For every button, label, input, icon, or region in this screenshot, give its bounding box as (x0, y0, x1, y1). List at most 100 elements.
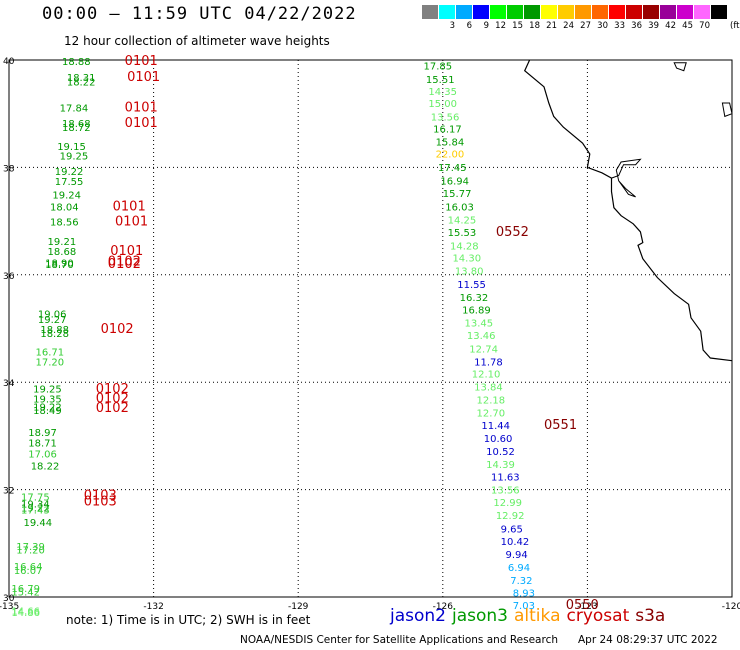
map-frame (8, 59, 733, 598)
wave-height-label: 19.25 (33, 385, 62, 396)
wave-height-label: 16.17 (433, 125, 462, 136)
pass-time-label: 0551 (544, 418, 577, 433)
wave-height-label: 7.32 (510, 576, 532, 587)
color-scale-unit: (ft) (730, 21, 740, 31)
wave-height-label: 15.77 (443, 189, 472, 200)
color-scale-label: 36 (631, 21, 642, 31)
color-scale-label: 12 (495, 21, 506, 31)
wave-height-label: 18.88 (62, 57, 91, 68)
footer-organization: NOAA/NESDIS Center for Satellite Applica… (240, 634, 558, 646)
lake-tahoe (721, 102, 733, 118)
lake-outline (673, 62, 687, 72)
color-swatch (456, 5, 473, 19)
wave-height-label: 6.94 (508, 563, 530, 574)
wave-height-label: 14.86 (11, 608, 40, 619)
wave-height-label: 12.10 (472, 370, 501, 381)
lon-tick-label: -123 (577, 602, 597, 612)
color-swatch (592, 5, 609, 19)
wave-height-label: 15.51 (426, 75, 455, 86)
wave-height-label: 13.56 (431, 112, 460, 123)
wave-height-label: 19.24 (52, 190, 81, 201)
color-scale-label: 33 (614, 21, 625, 31)
satellite-legend: jason2 jason3 altika cryosat s3a (390, 606, 671, 626)
wave-height-label: 11.44 (481, 421, 510, 432)
wave-height-label: 19.25 (60, 152, 89, 163)
wave-height-label: 16.79 (11, 584, 40, 595)
wave-height-label: 18.22 (31, 461, 60, 472)
pass-time-label: 0101 (110, 244, 143, 259)
wave-height-label: 15.53 (448, 228, 477, 239)
wave-height-label: 8.93 (513, 589, 535, 600)
wave-height-label: 18.56 (50, 218, 79, 229)
wave-height-label: 19.22 (33, 402, 62, 413)
color-scale-label: 30 (597, 21, 608, 31)
color-swatch (575, 5, 592, 19)
legend-jason2: jason2 (390, 606, 446, 626)
wave-height-label: 12.92 (496, 511, 525, 522)
wave-height-label: 13.46 (467, 331, 496, 342)
color-swatch (524, 5, 541, 19)
wave-height-label: 14.35 (428, 87, 457, 98)
wave-height-label: 22.00 (436, 149, 465, 160)
color-swatch (473, 5, 490, 19)
color-swatch (643, 5, 660, 19)
wave-height-label: 17.20 (36, 357, 65, 368)
wave-height-label: 17.06 (28, 450, 57, 461)
wave-height-label: 18.31 (67, 73, 96, 84)
pass-time-label: 0103 (84, 494, 117, 509)
legend-s3a: s3a (635, 606, 666, 626)
wave-height-label: 16.94 (440, 176, 469, 187)
color-swatch (558, 5, 575, 19)
wave-height-label: 11.63 (491, 473, 520, 484)
color-swatch (609, 5, 626, 19)
pass-time-label: 0102 (96, 401, 129, 416)
wave-height-label: 11.55 (457, 280, 486, 291)
wave-height-label: 15.84 (436, 138, 465, 149)
wave-height-label: 9.65 (501, 524, 523, 535)
pass-time-label: 0101 (125, 54, 158, 69)
wave-height-label: 12.70 (477, 408, 506, 419)
bay-outline (611, 158, 642, 198)
color-swatch (541, 5, 558, 19)
wave-height-label: 14.39 (486, 460, 515, 471)
pass-time-label: 0101 (113, 200, 146, 215)
wave-height-label: 18.68 (48, 247, 77, 258)
color-swatch (694, 5, 711, 19)
wave-height-label: 19.21 (48, 237, 77, 248)
lat-tick-label: 32 (3, 487, 14, 497)
coastline (523, 59, 733, 362)
lon-tick-label: -129 (288, 602, 309, 612)
pass-time-label: 0101 (127, 70, 160, 85)
wave-height-label: 9.94 (505, 550, 527, 561)
wave-height-label: 15.00 (428, 99, 457, 110)
legend-jason3: jason3 (452, 606, 508, 626)
wave-height-label: 15.42 (11, 588, 40, 599)
wave-height-label: 18.97 (28, 428, 57, 439)
legend-altika: altika (514, 606, 561, 626)
pass-time-label: 0102 (101, 322, 134, 337)
wave-height-label: 19.27 (38, 315, 67, 326)
wave-height-label: 18.04 (50, 203, 79, 214)
wave-height-label: 19.06 (38, 309, 67, 320)
color-swatch (422, 5, 439, 19)
pass-time-label: 0101 (115, 215, 148, 230)
wave-height-label: 17.55 (55, 177, 84, 188)
wave-height-label: 17.84 (60, 103, 89, 114)
lon-tick-label: -120 (722, 602, 740, 612)
wave-height-label: 18.90 (45, 258, 74, 269)
color-scale-label: 21 (546, 21, 557, 31)
wave-height-label: 10.60 (484, 434, 513, 445)
color-scale-bar (422, 5, 728, 19)
units-note: note: 1) Time is in UTC; 2) SWH is in fe… (66, 613, 311, 627)
lon-tick-label: -132 (143, 602, 163, 612)
pass-time-label: 0103 (84, 489, 117, 504)
color-scale-label: 39 (648, 21, 659, 31)
lat-tick-label: 30 (3, 594, 15, 604)
color-swatch (711, 5, 728, 19)
wave-height-label: 17.43 (21, 505, 50, 516)
wave-height-label: 18.22 (67, 77, 96, 88)
lon-tick-label: -135 (0, 602, 19, 612)
lat-tick-label: 40 (3, 57, 15, 67)
color-swatch (660, 5, 677, 19)
